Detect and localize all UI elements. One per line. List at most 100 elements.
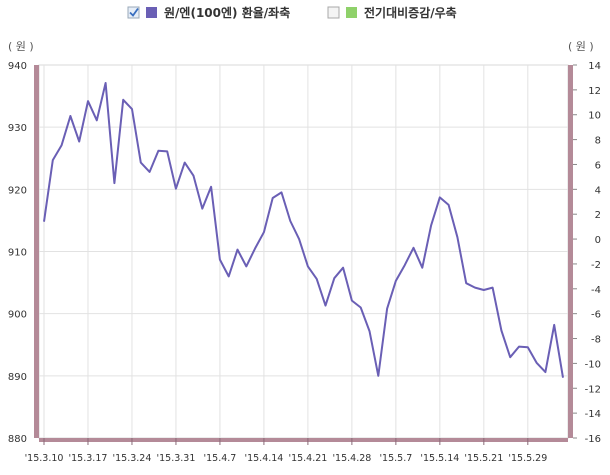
data-point[interactable] [314, 276, 319, 281]
data-point[interactable] [420, 265, 425, 270]
data-point[interactable] [508, 355, 513, 360]
data-point[interactable] [349, 298, 354, 303]
data-point[interactable] [138, 160, 143, 165]
data-point[interactable] [270, 196, 275, 201]
y-right-tick-label: -2 [591, 260, 601, 271]
y-right-tick-label: -12 [585, 384, 601, 395]
data-point[interactable] [437, 195, 442, 200]
data-point[interactable] [490, 285, 495, 290]
x-axis-bar [39, 438, 568, 442]
data-point[interactable] [103, 81, 108, 86]
checkmark-icon [129, 7, 139, 17]
y-right-tick-label: -4 [591, 285, 601, 296]
legend-item-rate[interactable]: 원/엔(100엔) 환율/좌축 [127, 5, 290, 20]
data-point[interactable] [253, 246, 258, 251]
right-axis-unit: ( 원 ) [568, 40, 594, 53]
data-point[interactable] [147, 169, 152, 174]
data-point[interactable] [499, 328, 504, 333]
data-point[interactable] [173, 186, 178, 191]
data-point[interactable] [464, 281, 469, 286]
legend-item-change[interactable]: 전기대비증감/우축 [327, 5, 457, 20]
data-point[interactable] [358, 305, 363, 310]
data-point[interactable] [85, 99, 90, 104]
data-point[interactable] [288, 219, 293, 224]
data-point[interactable] [112, 181, 117, 186]
data-point[interactable] [182, 160, 187, 165]
data-point[interactable] [341, 265, 346, 270]
data-point[interactable] [385, 306, 390, 311]
data-point[interactable] [393, 278, 398, 283]
x-tick-label: '15.4.14 [244, 453, 283, 464]
legend: 원/엔(100엔) 환율/좌축 전기대비증감/우축 [127, 5, 457, 20]
data-point[interactable] [305, 264, 310, 269]
y-right-tick-label: -10 [585, 359, 601, 370]
data-point[interactable] [59, 143, 64, 148]
horizontal-grid [39, 126, 568, 377]
data-point[interactable] [552, 322, 557, 327]
data-point[interactable] [121, 97, 126, 102]
data-point[interactable] [517, 344, 522, 349]
data-point[interactable] [473, 285, 478, 290]
data-point[interactable] [534, 360, 539, 365]
left-axis-bar [34, 65, 39, 438]
data-point[interactable] [402, 263, 407, 268]
y-left-tick-label: 940 [8, 61, 27, 72]
data-point[interactable] [455, 235, 460, 240]
data-point[interactable] [367, 329, 372, 334]
y-right-tick-label: -14 [585, 409, 601, 420]
data-point[interactable] [446, 202, 451, 207]
data-point[interactable] [217, 257, 222, 262]
x-tick-label: '15.3.31 [157, 453, 196, 464]
y-left-tick-label: 880 [8, 434, 27, 445]
data-point[interactable] [200, 206, 205, 211]
checkbox-unchecked-icon[interactable] [327, 6, 340, 19]
data-point[interactable] [323, 303, 328, 308]
data-point[interactable] [561, 375, 566, 380]
x-tick-label: '15.3.17 [69, 453, 108, 464]
x-axis-ticks: '15.3.10 '15.3.17 '15.3.24 '15.3.31 '15.4.7 '… [25, 438, 547, 464]
legend-swatch-rate [146, 7, 157, 18]
data-point[interactable] [235, 247, 240, 252]
checkbox-checked-icon[interactable] [127, 6, 140, 19]
y-right-tick-label: -8 [591, 335, 601, 346]
legend-label-change: 전기대비증감/우축 [364, 5, 457, 20]
data-point[interactable] [94, 118, 99, 123]
y-left-tick-label: 910 [8, 248, 27, 259]
y-right-tick-label: -6 [591, 310, 601, 321]
y-left-tick-label: 930 [8, 123, 27, 134]
data-point[interactable] [332, 276, 337, 281]
y-right-tick-label: 4 [595, 185, 601, 196]
data-point[interactable] [244, 264, 249, 269]
data-point[interactable] [226, 274, 231, 279]
data-point[interactable] [209, 184, 214, 189]
data-point[interactable] [42, 219, 47, 224]
data-point[interactable] [68, 113, 73, 118]
data-point[interactable] [411, 245, 416, 250]
data-point[interactable] [543, 370, 548, 375]
data-point[interactable] [525, 345, 530, 350]
data-point[interactable] [165, 149, 170, 154]
data-point[interactable] [129, 107, 134, 112]
data-point[interactable] [429, 223, 434, 228]
y-left-tick-label: 900 [8, 310, 27, 321]
data-point[interactable] [279, 190, 284, 195]
legend-label-rate: 원/엔(100엔) 환율/좌축 [164, 5, 290, 20]
right-axis-bar [568, 65, 573, 438]
y-right-tick-label: 8 [595, 136, 601, 147]
series-line-rate [43, 82, 564, 378]
x-tick-label: '15.5.21 [464, 453, 503, 464]
data-point[interactable] [297, 237, 302, 242]
data-point[interactable] [261, 230, 266, 235]
x-tick-label: '15.5.14 [420, 453, 459, 464]
data-point[interactable] [481, 288, 486, 293]
data-point[interactable] [376, 373, 381, 378]
x-tick-label: '15.3.10 [25, 453, 64, 464]
data-point[interactable] [156, 148, 161, 153]
data-point[interactable] [191, 173, 196, 178]
left-axis-ticks: 940 930 920 910 900 890 880 [8, 61, 27, 445]
left-axis-unit: ( 원 ) [8, 40, 34, 53]
y-right-tick-label: 14 [588, 61, 601, 72]
data-point[interactable] [50, 158, 55, 163]
data-point[interactable] [77, 139, 82, 144]
